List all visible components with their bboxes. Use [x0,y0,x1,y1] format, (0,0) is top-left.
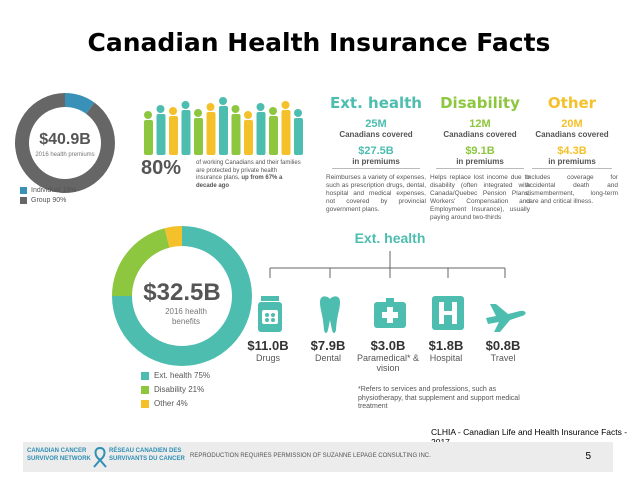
worker-head [269,107,277,115]
benefits-donut: $32.5B 2016 health benefits [111,226,252,366]
premiums-donut: $40.9B 2016 health premiums [14,93,115,193]
column-desc: Helps replace lost income due to disabil… [430,174,530,221]
premiums-total: $40.9B [39,131,91,148]
slice-disability [111,228,170,296]
logo-ccsn-en: CANADIAN CANCER SURVIVOR NETWORK [27,448,91,462]
column-covered: 12M [469,118,491,130]
footer-bar: CANADIAN CANCER SURVIVOR NETWORK RÉSEAU C… [23,442,613,472]
ribbon-logo-icon [93,446,107,468]
worker-body [156,114,166,155]
column-premium-label: in premiums [456,157,504,166]
category-label: Hospital [429,353,463,363]
column-covered: 25M [365,118,387,130]
benefits-sub-1: 2016 health [165,307,207,316]
logo-ccsn-fr: RÉSEAU CANADIEN DES SURVIVANTS DU CANCER [109,448,185,462]
category-hospital: $1.8B Hospital [416,338,476,363]
worker-head [169,107,177,115]
column-ext-health: Ext. health 25M Canadians covered $27.5B… [326,94,426,214]
column-head: Disability [440,94,520,112]
category-amount: $11.0B [247,338,289,353]
category-amount: $1.8B [428,338,464,353]
worker-body [269,116,278,155]
benefits-legend: Ext. health 75% Disability 21% Other 4% [141,371,210,413]
worker-body [206,112,216,155]
worker-head [256,103,265,111]
worker-body [256,112,266,155]
worker-body [244,120,253,155]
footnote: *Refers to services and professions, suc… [358,386,520,410]
benefits-total: $32.5B [143,279,220,306]
worker-body [219,106,228,155]
ext-health-breakdown: Ext. health [258,230,526,333]
worker-head [244,111,252,119]
legend-item-ext-health: Ext. health 75% [141,371,210,380]
category-label: Dental [314,353,341,363]
column-head: Ext. health [330,94,422,112]
workers-text: of working Canadians and their families … [196,160,301,189]
worker-head [231,105,240,113]
premiums-sub: 2016 health premiums [35,152,94,158]
worker-body [281,110,291,155]
legend-item-disability: Disability 21% [141,385,210,394]
column-premium-label: in premiums [548,157,596,166]
slice-other [164,226,182,248]
benefits-sub-2: benefits [172,317,200,326]
column-desc: Reimburses a variety of expenses, such a… [326,174,426,213]
category-amount: $7.9B [310,338,346,353]
column-premium: $4.3B [557,145,587,157]
airplane-icon [486,304,526,332]
column-desc: Includes coverage for accidental death a… [526,174,618,205]
worker-body [169,116,178,155]
category-travel: $0.8B Travel [473,338,533,363]
worker-body [294,118,303,155]
column-disability: Disability 12M Canadians covered $9.1B i… [430,94,530,222]
pills-icon [258,296,282,332]
category-label: Travel [490,353,516,363]
worker-head [144,111,152,119]
worker-head [181,101,190,109]
worker-head [194,109,202,117]
category-drugs: $11.0B Drugs [238,338,298,363]
worker-body [194,118,203,155]
legend-item-other: Other 4% [141,399,210,408]
category-paramedical: $3.0B Paramedical* & vision [352,338,424,373]
page-number: 5 [585,451,591,462]
worker-head [219,97,227,105]
breakdown-title: Ext. health [355,230,426,246]
column-premium: $27.5B [358,145,394,157]
hospital-icon [432,296,464,330]
column-head: Other [547,94,597,112]
column-premium-label: in premiums [352,157,400,166]
column-covered-label: Canadians covered [535,130,609,139]
bracket-lines [269,251,506,278]
tooth-icon [320,296,340,333]
column-other: Other 20M Canadians covered $4.3B in pre… [526,94,618,206]
premiums-legend: Individual 10% Group 90% [20,187,77,207]
category-amount: $0.8B [485,338,521,353]
slice-individual [65,93,95,114]
worker-body [144,120,153,155]
worker-head [281,101,290,109]
legend-item-individual: Individual 10% [20,187,77,194]
workers-percent: 80% [141,157,182,179]
worker-head [156,105,165,113]
legend-item-group: Group 90% [20,197,77,204]
category-amount: $3.0B [370,338,406,353]
workers-illustration [144,97,303,155]
worker-head [294,109,302,117]
category-label: Paramedical* & vision [356,353,420,373]
copyright-notice: REPRODUCTION REQUIRES PERMISSION OF SUZA… [190,453,431,459]
category-dental: $7.9B Dental [298,338,358,363]
ambulance-icon [374,298,406,328]
column-covered: 20M [561,118,583,130]
category-label: Drugs [255,353,280,363]
column-covered-label: Canadians covered [443,130,517,139]
column-premium: $9.1B [465,145,495,157]
worker-body [231,114,241,155]
column-covered-label: Canadians covered [339,130,413,139]
worker-body [181,110,191,155]
worker-head [206,103,215,111]
page-title: Canadian Health Insurance Facts [87,28,551,57]
